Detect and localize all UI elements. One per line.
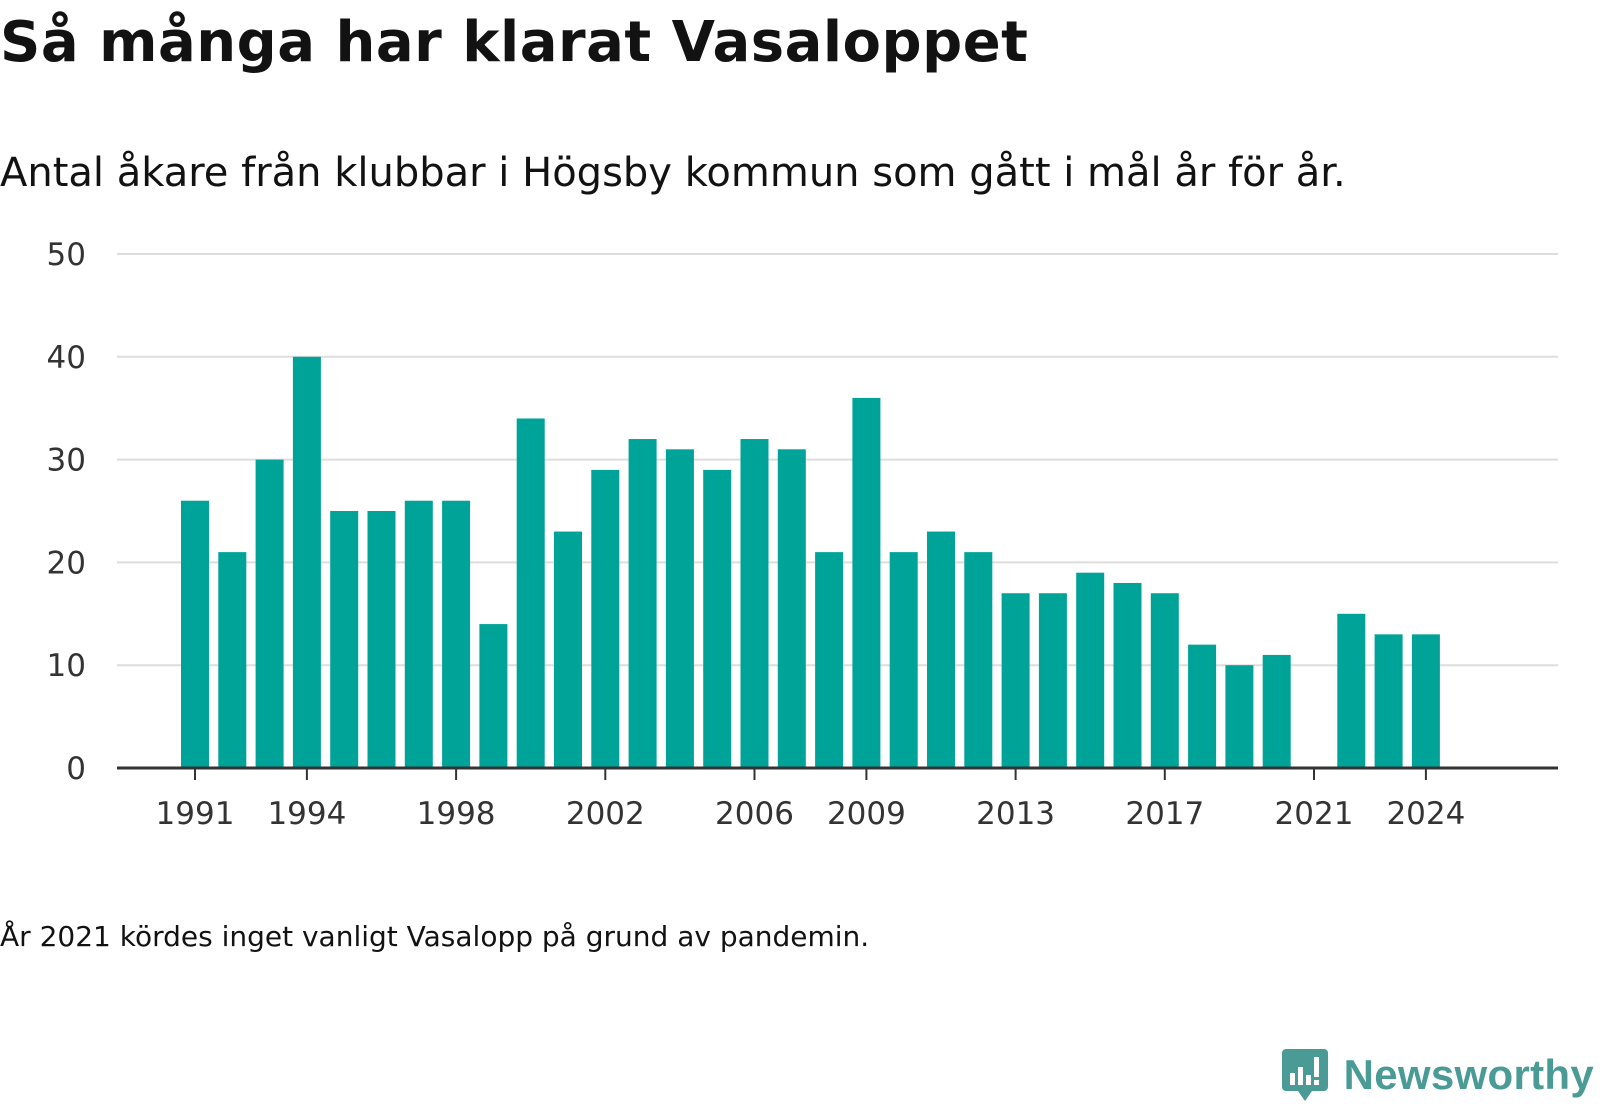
y-axis-tick-labels: 0 10 20 30 40 50 (47, 237, 86, 787)
y-tick-label-10: 10 (47, 648, 86, 684)
x-tick-label-2013: 2013 (976, 796, 1055, 832)
bar-1995 (330, 511, 359, 768)
y-tick-label-20: 20 (47, 545, 86, 581)
bar-1998 (442, 500, 471, 768)
bar-2020 (1262, 654, 1291, 768)
x-tick-label-2021: 2021 (1275, 796, 1354, 832)
y-tick-label-40: 40 (47, 340, 86, 376)
bar-2006 (740, 439, 769, 768)
x-tick-label-2006: 2006 (715, 796, 794, 832)
bar-2004 (665, 449, 694, 768)
x-tick-label-2024: 2024 (1386, 796, 1465, 832)
bar-2002 (591, 469, 620, 768)
x-tick-label-2017: 2017 (1125, 796, 1204, 832)
bar-2017 (1150, 593, 1179, 768)
bar-2022 (1337, 613, 1366, 768)
bar-1992 (218, 552, 247, 768)
bar-1999 (479, 624, 508, 768)
bar-2007 (777, 449, 806, 768)
bar-2023 (1374, 634, 1403, 768)
bar-2000 (516, 418, 545, 768)
bar-2024 (1411, 634, 1440, 768)
bar-chart-speech-bubble-icon (1281, 1049, 1328, 1101)
bar-1994 (292, 356, 321, 768)
bar-2014 (1038, 593, 1067, 768)
x-axis (117, 766, 1558, 780)
bar-2010 (889, 552, 918, 768)
bar-2018 (1188, 644, 1217, 768)
bar-2015 (1076, 572, 1105, 768)
bar-1996 (367, 511, 396, 768)
bar-2008 (815, 552, 844, 768)
x-tick-label-1998: 1998 (417, 796, 496, 832)
y-tick-label-30: 30 (47, 443, 86, 479)
bar-2005 (703, 469, 732, 768)
chart-title: Så många har klarat Vasaloppet (0, 10, 1029, 75)
x-tick-label-2009: 2009 (827, 796, 906, 832)
bar-2016 (1113, 582, 1142, 768)
brand-logo: Newsworthy (1280, 1040, 1594, 1110)
bar-2003 (628, 439, 657, 768)
bar-2019 (1225, 665, 1254, 768)
bar-2001 (554, 531, 582, 768)
bar-1991 (181, 500, 209, 768)
x-tick-label-1994: 1994 (267, 796, 346, 832)
bar-chart: 0 10 20 30 40 50 1991 1994 1998 2002 2006 2009 2013… (47, 237, 1558, 832)
x-axis-tick-labels: 1991 1994 1998 2002 2006 2009 2013 2017 2021 2024 (156, 796, 1466, 832)
bar-2013 (1001, 593, 1030, 768)
bar-2009 (852, 397, 881, 768)
bar-2011 (927, 531, 955, 768)
bar-1993 (255, 459, 284, 768)
bar-2012 (964, 552, 993, 768)
y-tick-label-0: 0 (66, 751, 86, 787)
y-tick-label-50: 50 (47, 237, 86, 273)
bars (181, 356, 1440, 768)
brand-name: Newsworthy (1343, 1051, 1594, 1098)
x-tick-label-2002: 2002 (566, 796, 645, 832)
x-tick-label-1991: 1991 (156, 796, 235, 832)
bar-1997 (404, 500, 433, 768)
chart-subtitle: Antal åkare från klubbar i Högsby kommun… (0, 150, 1346, 196)
footnote: År 2021 kördes inget vanligt Vasalopp på… (0, 920, 870, 953)
